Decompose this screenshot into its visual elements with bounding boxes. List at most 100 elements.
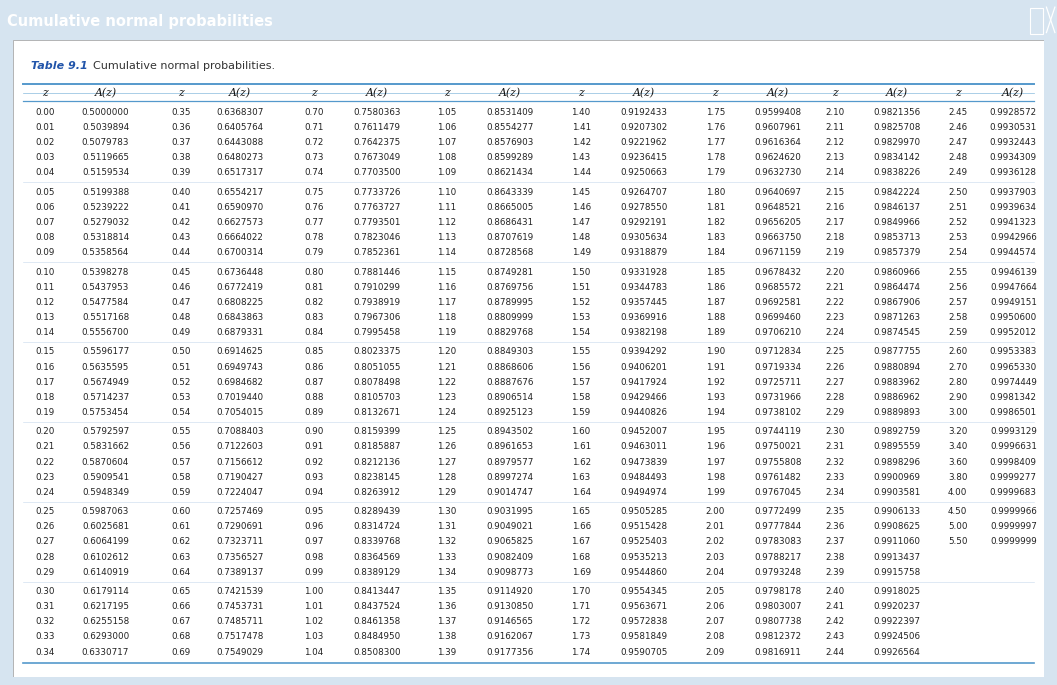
Text: 0.5831662: 0.5831662 [82, 443, 129, 451]
Text: A(z): A(z) [633, 88, 655, 99]
Text: 0.8413447: 0.8413447 [353, 587, 401, 596]
Text: 0.40: 0.40 [171, 188, 190, 197]
Text: 0.8997274: 0.8997274 [486, 473, 534, 482]
Text: 1.35: 1.35 [438, 587, 457, 596]
Text: 0.6025681: 0.6025681 [82, 523, 129, 532]
Text: 0.9998409: 0.9998409 [989, 458, 1037, 466]
Text: z: z [178, 88, 184, 98]
Text: 0.9685572: 0.9685572 [755, 283, 802, 292]
Text: 0.9829970: 0.9829970 [873, 138, 921, 147]
Text: 0.7549029: 0.7549029 [216, 647, 263, 656]
Text: 0.63: 0.63 [171, 553, 190, 562]
Text: 1.40: 1.40 [572, 108, 591, 116]
Text: 0.9913437: 0.9913437 [873, 553, 921, 562]
Text: 0.98: 0.98 [304, 553, 323, 562]
Text: 0.8212136: 0.8212136 [353, 458, 401, 466]
Text: 0.9906133: 0.9906133 [873, 508, 921, 516]
Text: 1.58: 1.58 [572, 393, 591, 401]
Text: 0.6772419: 0.6772419 [216, 283, 263, 292]
Text: A(z): A(z) [228, 88, 251, 99]
Text: 2.51: 2.51 [948, 203, 967, 212]
Text: 0.5159534: 0.5159534 [81, 168, 129, 177]
Text: 0.9920237: 0.9920237 [873, 602, 921, 611]
Text: 0.35: 0.35 [171, 108, 190, 116]
Text: 1.09: 1.09 [438, 168, 457, 177]
Text: 0.6405764: 0.6405764 [216, 123, 263, 132]
Text: 1.96: 1.96 [706, 443, 725, 451]
Text: 2.32: 2.32 [826, 458, 845, 466]
Text: 1.15: 1.15 [438, 268, 457, 277]
Text: 1.86: 1.86 [706, 283, 725, 292]
Text: 0.9900969: 0.9900969 [873, 473, 921, 482]
Text: 0.5987063: 0.5987063 [81, 508, 129, 516]
Text: 0.9911060: 0.9911060 [873, 538, 921, 547]
Text: 0.9834142: 0.9834142 [873, 153, 921, 162]
Text: 0.9581849: 0.9581849 [620, 632, 668, 641]
Text: 0.9903581: 0.9903581 [873, 488, 921, 497]
Text: 0.81: 0.81 [304, 283, 323, 292]
Text: 0.9725711: 0.9725711 [755, 377, 801, 386]
Text: 0.8887676: 0.8887676 [486, 377, 534, 386]
Text: 0.9236415: 0.9236415 [620, 153, 668, 162]
Text: 1.48: 1.48 [572, 233, 591, 242]
Text: 0.9783083: 0.9783083 [755, 538, 802, 547]
Text: 0.9999683: 0.9999683 [989, 488, 1037, 497]
Text: 1.12: 1.12 [438, 218, 457, 227]
Text: 0.6064199: 0.6064199 [82, 538, 129, 547]
Text: 0.44: 0.44 [171, 248, 190, 257]
Text: 0.14: 0.14 [35, 328, 54, 337]
Text: 0.7156612: 0.7156612 [216, 458, 263, 466]
Text: 0.6590970: 0.6590970 [216, 203, 263, 212]
Text: 1.36: 1.36 [438, 602, 457, 611]
Text: 1.50: 1.50 [572, 268, 591, 277]
Text: 0.7453731: 0.7453731 [216, 602, 263, 611]
Text: 0.99: 0.99 [304, 568, 323, 577]
Text: 0.71: 0.71 [304, 123, 323, 132]
Text: 0.9429466: 0.9429466 [620, 393, 667, 401]
Text: 1.01: 1.01 [304, 602, 323, 611]
Text: 1.67: 1.67 [572, 538, 591, 547]
Text: 0.9788217: 0.9788217 [755, 553, 802, 562]
Text: 0.5079783: 0.5079783 [81, 138, 129, 147]
Text: 0.7881446: 0.7881446 [353, 268, 401, 277]
Text: 0.9793248: 0.9793248 [755, 568, 801, 577]
Text: 0.9932443: 0.9932443 [989, 138, 1037, 147]
Text: 2.03: 2.03 [705, 553, 725, 562]
Text: 1.92: 1.92 [706, 377, 725, 386]
Text: 0.8314724: 0.8314724 [353, 523, 401, 532]
Text: 2.37: 2.37 [826, 538, 845, 547]
Text: 0.28: 0.28 [35, 553, 54, 562]
Text: 0.75: 0.75 [304, 188, 323, 197]
Text: 0.8339768: 0.8339768 [353, 538, 401, 547]
Text: 0.9318879: 0.9318879 [620, 248, 668, 257]
Text: 0.92: 0.92 [304, 458, 323, 466]
Text: 2.30: 2.30 [826, 427, 845, 436]
Text: 0.6293000: 0.6293000 [81, 632, 129, 641]
Text: 5.50: 5.50 [948, 538, 967, 547]
Text: 0.79: 0.79 [304, 248, 323, 257]
Text: 0.9924506: 0.9924506 [873, 632, 921, 641]
Text: 1.33: 1.33 [438, 553, 457, 562]
Text: Cumulative normal probabilities: Cumulative normal probabilities [7, 14, 274, 29]
Text: 0.16: 0.16 [35, 362, 54, 371]
Text: 0.21: 0.21 [35, 443, 54, 451]
Text: 0.9934309: 0.9934309 [989, 153, 1037, 162]
Text: 0.49: 0.49 [171, 328, 190, 337]
Text: 0.9999277: 0.9999277 [989, 473, 1037, 482]
Text: 1.37: 1.37 [438, 617, 457, 626]
Text: 1.66: 1.66 [572, 523, 591, 532]
Text: 0.8749281: 0.8749281 [486, 268, 534, 277]
Text: 0.9130850: 0.9130850 [486, 602, 534, 611]
Text: Cumulative normal probabilities.: Cumulative normal probabilities. [93, 61, 275, 71]
Text: 1.63: 1.63 [572, 473, 591, 482]
Text: 1.68: 1.68 [572, 553, 591, 562]
Text: 0.9942966: 0.9942966 [990, 233, 1037, 242]
Text: 2.24: 2.24 [826, 328, 845, 337]
Text: 0.36: 0.36 [171, 123, 190, 132]
Text: 0.5792597: 0.5792597 [81, 427, 129, 436]
Text: 0.00: 0.00 [35, 108, 54, 116]
Text: 0.5318814: 0.5318814 [81, 233, 129, 242]
Text: 0.85: 0.85 [304, 347, 323, 356]
Text: z: z [444, 88, 450, 98]
Text: 0.8943502: 0.8943502 [486, 427, 534, 436]
